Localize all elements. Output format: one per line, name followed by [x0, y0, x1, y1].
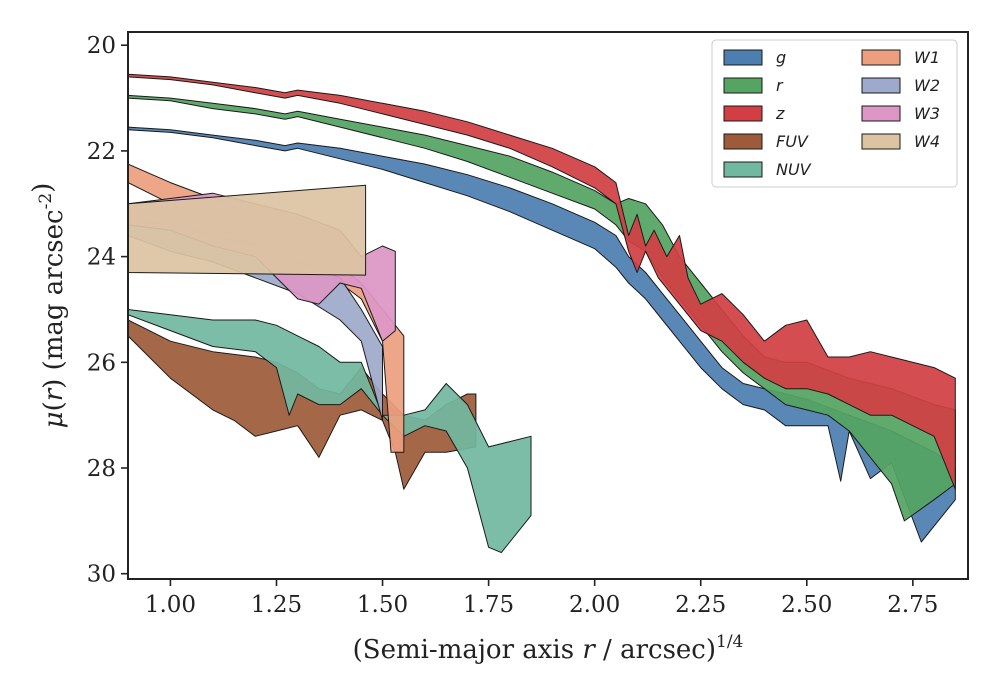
- legend-label-w2: W2: [914, 76, 940, 95]
- series-layer: [128, 73, 956, 554]
- legend-swatch-nuv: [723, 161, 763, 178]
- legend-swatch-w1: [861, 49, 901, 66]
- band-nuv: [128, 309, 532, 554]
- legend-swatch-w3: [861, 105, 901, 122]
- x-tick-label: 1.50: [357, 592, 408, 618]
- y-tick-label: 22: [87, 139, 116, 165]
- legend-swatch-w2: [861, 77, 901, 94]
- legend-swatch-r: [723, 77, 763, 94]
- y-tick-label: 24: [87, 245, 116, 271]
- x-tick-label: 1.00: [145, 592, 196, 618]
- legend-label-w1: W1: [914, 48, 940, 67]
- x-tick-label: 2.50: [781, 592, 832, 618]
- legend-label-g: g: [776, 48, 786, 67]
- y-tick-label: 30: [87, 562, 116, 588]
- legend-label-w4: W4: [914, 132, 940, 151]
- legend-label-w3: W3: [914, 104, 940, 123]
- band-r: [128, 94, 956, 522]
- x-axis-label: (Semi-major axis r / arcsec)1/4: [353, 632, 744, 665]
- plot-frame: [127, 31, 969, 580]
- legend-label-r: r: [776, 76, 784, 95]
- legend-swatch-fuv: [723, 133, 763, 150]
- y-axis-label: μ(r) (mag arcsec-2): [28, 183, 69, 429]
- y-tick-label: 20: [87, 33, 116, 59]
- x-tick-label: 2.25: [675, 592, 726, 618]
- legend-label-z: z: [775, 104, 785, 123]
- y-tick-label: 28: [87, 456, 116, 482]
- band-w4: [128, 184, 367, 276]
- legend: grz FUV NUV W1 W2 W3 W4: [711, 39, 958, 188]
- ticks-layer: 1.00 1.25 1.50 1.75 2.00 2.25 2.50 2.75 20 22 24 26…: [87, 33, 939, 618]
- x-tick-label: 1.75: [463, 592, 514, 618]
- band-z: [128, 73, 956, 490]
- legend-swatch-w4: [861, 133, 901, 150]
- legend-swatch-z: [723, 105, 763, 122]
- legend-label-fuv: FUV: [776, 132, 809, 151]
- legend-swatch-g: [723, 49, 763, 66]
- x-tick-label: 2.75: [887, 592, 938, 618]
- legend-label-nuv: NUV: [776, 160, 812, 179]
- x-tick-label: 2.00: [569, 592, 620, 618]
- y-tick-label: 26: [87, 350, 116, 376]
- x-tick-label: 1.25: [251, 592, 302, 618]
